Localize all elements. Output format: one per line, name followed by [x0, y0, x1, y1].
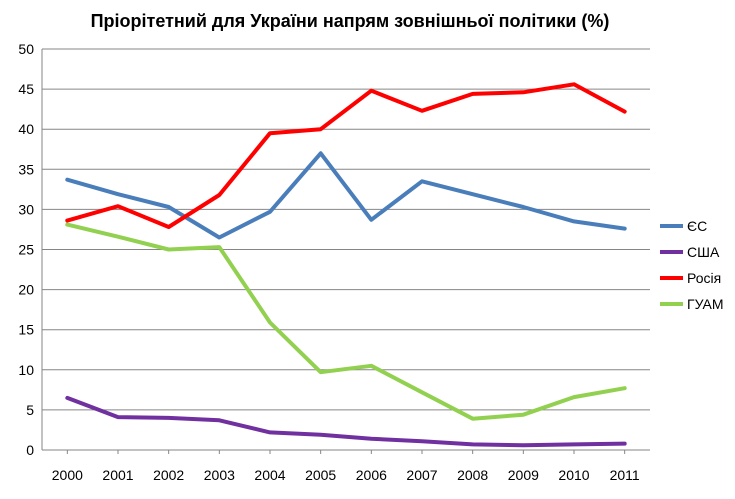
y-tick-label: 0	[26, 442, 34, 458]
x-tick-label: 2006	[356, 467, 387, 483]
x-tick-label: 2010	[558, 467, 589, 483]
series-line-1	[65, 395, 627, 448]
y-axis-ticks: 0 5 10 15 20 25 30 35 40 45 50	[18, 41, 34, 458]
y-tick-label: 5	[26, 402, 34, 418]
x-tick-label: 2002	[153, 467, 184, 483]
x-tick-label: 2004	[254, 467, 285, 483]
legend: ЄС США Росія ГУАМ	[660, 218, 724, 312]
chart-title: Пріорітетний для України напрям зовнішнь…	[91, 11, 610, 31]
legend-label: США	[687, 244, 720, 260]
gridlines	[41, 48, 650, 451]
y-tick-label: 40	[18, 121, 34, 137]
y-tick-label: 25	[18, 242, 34, 258]
y-tick-label: 35	[18, 161, 34, 177]
y-tick-label: 20	[18, 282, 34, 298]
x-axis-ticks: 2000 2001 2002 2003 2004 2005 2006 2007 2008 2009…	[52, 450, 640, 483]
x-tick-label: 2008	[457, 467, 488, 483]
y-tick-label: 30	[18, 201, 34, 217]
x-tick-label: 2011	[610, 467, 640, 483]
series-line-2	[65, 82, 627, 229]
x-tick-label: 2009	[508, 467, 539, 483]
x-tick-label: 2001	[102, 467, 133, 483]
x-tick-label: 2005	[305, 467, 336, 483]
y-tick-label: 45	[18, 81, 34, 97]
series-lines	[65, 82, 627, 448]
y-tick-label: 50	[18, 41, 34, 57]
x-tick-label: 2003	[204, 467, 235, 483]
series-line-0	[65, 151, 627, 240]
x-tick-label: 2000	[52, 467, 83, 483]
legend-label: ГУАМ	[687, 296, 724, 312]
legend-label: ЄС	[687, 218, 707, 234]
y-tick-label: 10	[18, 362, 34, 378]
x-tick-label: 2007	[406, 467, 437, 483]
legend-label: Росія	[687, 270, 721, 286]
y-tick-label: 15	[18, 322, 34, 338]
series-line-3	[65, 222, 627, 421]
